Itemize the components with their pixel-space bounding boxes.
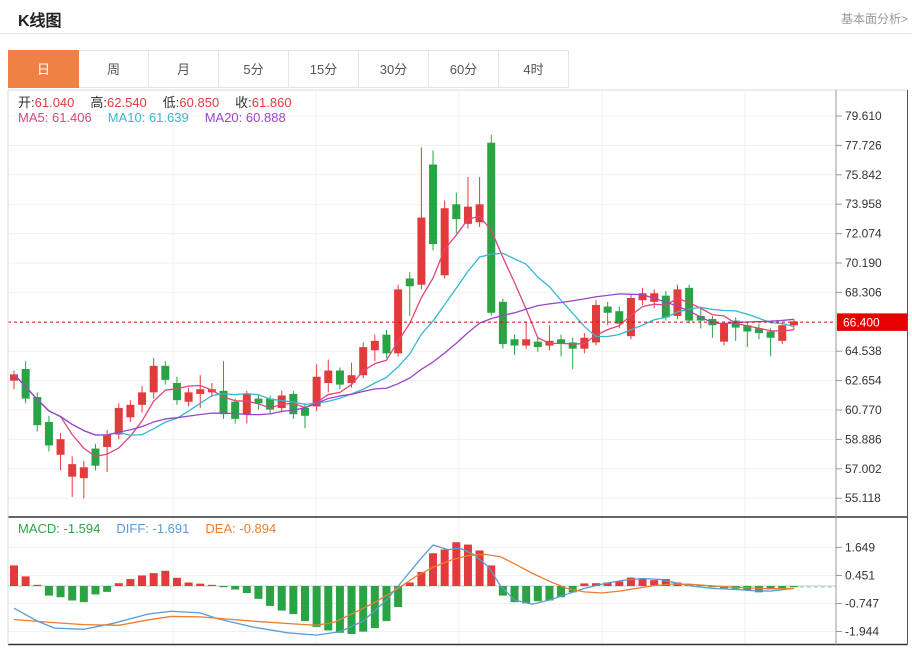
tab-周[interactable]: 周 <box>79 50 149 88</box>
svg-text:73.958: 73.958 <box>845 197 882 211</box>
svg-text:0.451: 0.451 <box>845 568 875 582</box>
kline-chart-svg[interactable]: 79.610 77.726 75.842 73.958 72.074 70.190 68.3… <box>0 88 912 648</box>
page-title: K线图 <box>18 13 62 30</box>
svg-text:68.306: 68.306 <box>845 285 882 299</box>
svg-text:70.190: 70.190 <box>845 256 882 270</box>
svg-text:-1.944: -1.944 <box>845 624 879 638</box>
svg-text:60.770: 60.770 <box>845 403 882 417</box>
fundamental-analysis-link[interactable]: 基本面分析> <box>840 12 908 26</box>
svg-text:-0.747: -0.747 <box>845 596 879 610</box>
svg-text:62.654: 62.654 <box>845 374 882 388</box>
page-header: K线图 基本面分析> <box>0 0 912 34</box>
tab-60分[interactable]: 60分 <box>429 50 499 88</box>
svg-text:79.610: 79.610 <box>845 109 882 123</box>
svg-text:77.726: 77.726 <box>845 138 882 152</box>
svg-text:72.074: 72.074 <box>845 227 882 241</box>
svg-text:75.842: 75.842 <box>845 168 882 182</box>
tab-15分[interactable]: 15分 <box>289 50 359 88</box>
svg-text:55.118: 55.118 <box>845 491 881 505</box>
svg-text:58.886: 58.886 <box>845 432 882 446</box>
tab-30分[interactable]: 30分 <box>359 50 429 88</box>
tab-5分[interactable]: 5分 <box>219 50 289 88</box>
svg-text:57.002: 57.002 <box>845 462 882 476</box>
svg-text:66.400: 66.400 <box>843 316 880 330</box>
svg-text:1.649: 1.649 <box>845 540 875 554</box>
period-tabs: 日周月 5分 15分 30分 60分 4时 <box>8 50 569 88</box>
tab-4时[interactable]: 4时 <box>499 50 569 88</box>
svg-text:64.538: 64.538 <box>845 344 882 358</box>
tab-日[interactable]: 日 <box>8 50 79 88</box>
tab-月[interactable]: 月 <box>149 50 219 88</box>
